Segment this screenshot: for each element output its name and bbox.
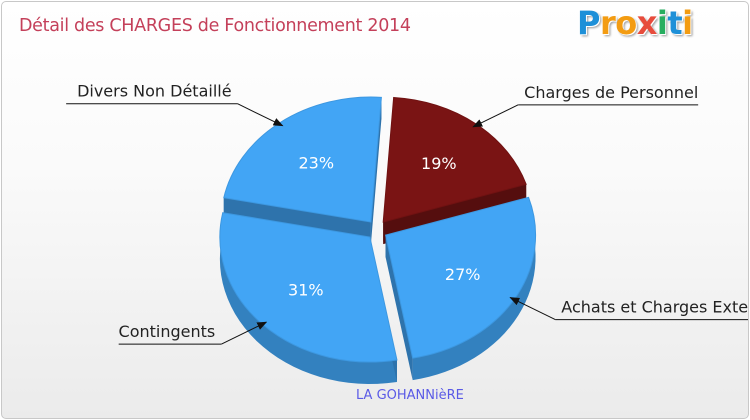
pie-percent-labels: 19% 27% 31% 23% bbox=[288, 153, 480, 299]
pie-wall-achats-et-charges-externes bbox=[412, 197, 536, 381]
pct-label-charges-de-personnel: 19% bbox=[421, 154, 457, 173]
pct-label-divers-non-detaille: 23% bbox=[298, 153, 334, 172]
pie-category-labels: Charges de Personnel Achats et Charges Ex… bbox=[77, 82, 748, 341]
pie-tops bbox=[219, 96, 536, 363]
category-label-contingents: Contingents bbox=[119, 322, 216, 341]
city-name: LA GOHANNièRE bbox=[356, 388, 464, 403]
category-label-achats-et-charges-externes: Achats et Charges Externes bbox=[561, 298, 748, 317]
pie-leaders bbox=[66, 103, 748, 345]
pie-wall-contingents bbox=[219, 212, 397, 385]
leader-arrow-contingents bbox=[221, 321, 268, 345]
leader-arrow-achats-et-charges-externes bbox=[509, 297, 556, 321]
pie-edge-achats-et-charges-externes-1 bbox=[385, 235, 413, 381]
category-label-divers-non-detaille: Divers Non Détaillé bbox=[77, 82, 231, 101]
chart-title: Détail des CHARGES de Fonctionnement 201… bbox=[19, 16, 411, 36]
pct-label-contingents: 31% bbox=[288, 281, 324, 300]
proxiti-logo: Proxiti bbox=[577, 4, 693, 42]
category-label-charges-de-personnel: Charges de Personnel bbox=[524, 83, 698, 102]
leader-arrow-charges-de-personnel bbox=[472, 104, 519, 128]
pct-label-achats-et-charges-externes: 27% bbox=[445, 265, 481, 284]
leader-arrow-divers-non-detaille bbox=[237, 103, 284, 127]
